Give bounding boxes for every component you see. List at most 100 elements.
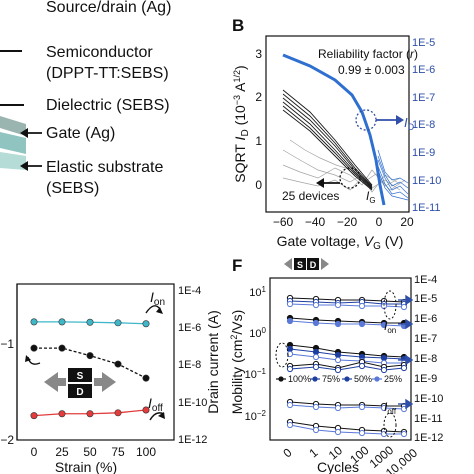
panel-f-xtick-0: 0 <box>280 445 294 460</box>
panel-f-trace-7-line <box>289 353 404 364</box>
panel-b-ytick-2: 2 <box>255 90 262 104</box>
panel-b-rtick-1e-5: 1E-5 <box>412 37 435 49</box>
panel-b-rtick-1e-11: 1E-11 <box>412 202 441 214</box>
panel-b-ytick-1: 1 <box>255 134 262 148</box>
panel-f-rtick-1e-7: 1E-7 <box>414 333 437 345</box>
panel-b-id-main-curve <box>282 53 386 206</box>
panel-e-ion-curved-arrow-icon <box>145 305 161 314</box>
panel-e-ltick-1: −1 <box>0 337 14 351</box>
panel-f-trace-10-line <box>289 401 404 407</box>
panel-f-trace-2-point-3 <box>358 302 366 310</box>
panel-f-ion-label: Ion <box>384 319 396 335</box>
panel-f-trace-7-point-2 <box>334 356 342 364</box>
panel-f-trace-2-point-1 <box>312 301 320 309</box>
panel-b-reliability-value: 0.99 ± 0.003 <box>338 63 405 77</box>
panel-f-x-ticks: 0 1 10 100 1000 10,000 <box>280 443 420 474</box>
panel-f-ltick-1e-2: 10−2 <box>245 409 267 423</box>
panel-e-series-1-point-1 <box>58 344 66 352</box>
panel-e-series-1-point-2 <box>86 352 94 360</box>
panel-e-series-2-point-4 <box>142 406 150 414</box>
panel-e-rtick-1e-8: 1E-8 <box>178 359 201 371</box>
panel-f-trace-6-point-4 <box>380 354 388 362</box>
panel-f-xlabel: Cycles <box>317 459 359 474</box>
panel-b-ylabel-left: SQRT ID (10−3 A1/2) <box>232 65 251 182</box>
panel-e-series-2-point-2 <box>86 410 94 418</box>
layer-label-dielectric: Dielectric (SEBS) <box>46 97 170 114</box>
layer-label-source-drain: Source/drain (Ag) <box>46 0 172 16</box>
panel-f-rtick-1e-5: 1E-5 <box>414 293 437 305</box>
panel-e-left-ticks: −1 −2 <box>0 337 14 447</box>
panel-f-trace-4-point-1 <box>312 319 320 327</box>
panel-f-device-d: D <box>310 260 317 270</box>
panel-f-trace-6-point-2 <box>334 351 342 359</box>
layer-label-semiconductor-material: (DPPT-TT:SEBS) <box>46 65 169 82</box>
panel-f-trace-2-point-2 <box>334 301 342 309</box>
panel-f-rtick-1e-11: 1E-11 <box>414 413 443 425</box>
panel-f-trace-9-point-1 <box>312 363 320 371</box>
panel-f-trace-7-point-1 <box>312 353 320 361</box>
panel-letter-b: B <box>232 16 245 35</box>
panel-e-series-0-point-0 <box>30 318 38 326</box>
panel-f-rtick-1e-6: 1E-6 <box>414 313 437 325</box>
dielectric-leader-line <box>0 104 24 106</box>
gate-arrow-icon <box>20 126 44 144</box>
panel-f-ltick-1e1: 101 <box>249 285 266 299</box>
panel-f-trace-6-point-0 <box>286 345 294 353</box>
panel-f-trace-13-point-2 <box>334 428 342 436</box>
panel-b-xtick--40: −40 <box>305 215 326 229</box>
panel-f-legend-label-3: 25% <box>384 374 402 384</box>
panel-b-devices-label: 25 devices <box>282 189 339 203</box>
panel-f-legend-marker-1 <box>312 376 318 382</box>
panel-f-trace-7-point-0 <box>286 350 294 358</box>
panel-f-legend: 100% 75% 50% 25% <box>276 374 402 384</box>
panel-e-series-0-point-4 <box>142 320 150 328</box>
panel-f-trace-4-line <box>289 320 405 327</box>
panel-f-trace-13-point-1 <box>312 426 320 434</box>
panel-f-trace-9-point-5 <box>400 364 408 372</box>
panel-e-series-1-point-0 <box>30 344 38 352</box>
panel-b-id-log-curves <box>377 149 409 201</box>
layer-label-substrate-material: (SEBS) <box>46 180 100 197</box>
panel-b-rtick-1e-10: 1E-10 <box>412 175 441 187</box>
panel-e-series-2-point-0 <box>30 412 38 420</box>
panel-f-legend-marker-0 <box>278 376 284 382</box>
panel-b-rtick-1e-6: 1E-6 <box>412 64 435 76</box>
panel-f-legend-marker-2 <box>344 376 350 382</box>
panel-e-right-ticks: 1E-4 1E-6 1E-8 1E-10 1E-12 <box>178 285 207 446</box>
panel-b-sqrt-arrow-icon <box>316 178 340 188</box>
panel-f-trace-6-point-1 <box>312 348 320 356</box>
panel-b-xtick--60: −60 <box>273 215 294 229</box>
panel-f-ion-ellipse <box>383 290 397 320</box>
panel-f-trace-11-point-1 <box>312 403 320 411</box>
panel-f-trace-4-point-3 <box>358 320 366 328</box>
panel-b-xtick-20: 20 <box>400 215 414 229</box>
device-stack-illustration <box>0 112 26 172</box>
panel-e-xtick-0: 0 <box>31 445 38 459</box>
panel-e-xtick-75: 75 <box>111 445 125 459</box>
panel-f-trace-11-point-0 <box>286 401 294 409</box>
panel-e-ltick-2: −2 <box>0 433 14 447</box>
panel-e-rtick-1e-6: 1E-6 <box>178 322 201 334</box>
panel-b-xtick--20: −20 <box>337 215 358 229</box>
panel-b-xlabel: Gate voltage, VG (V) <box>277 233 404 252</box>
panel-f-ltick-1e-1: 10−1 <box>245 367 267 381</box>
panel-e-ylabel-right: Drain current (A) <box>205 310 221 413</box>
panel-f-trace-9-point-3 <box>358 362 366 370</box>
panel-f-trace-2-point-5 <box>400 303 408 311</box>
layer-label-gate: Gate (Ag) <box>46 125 116 142</box>
panel-f-trace-11-point-4 <box>380 404 388 412</box>
panel-f-trace-6-line <box>289 348 405 360</box>
panel-f-rtick-1e-10: 1E-10 <box>414 393 443 405</box>
panel-f-trace-13-point-5 <box>400 430 408 438</box>
panel-f-trace-9-point-4 <box>380 366 388 374</box>
panel-f-trace-9-point-0 <box>286 365 294 373</box>
panel-f-legend-marker-3 <box>374 376 380 382</box>
panel-e-xtick-100: 100 <box>136 445 156 459</box>
panel-f-trace-9-line <box>289 365 405 371</box>
panel-b-id-label: ID <box>404 115 415 132</box>
panel-f-trace-4-point-0 <box>286 317 294 325</box>
panel-f-trace-3-line <box>289 317 404 324</box>
